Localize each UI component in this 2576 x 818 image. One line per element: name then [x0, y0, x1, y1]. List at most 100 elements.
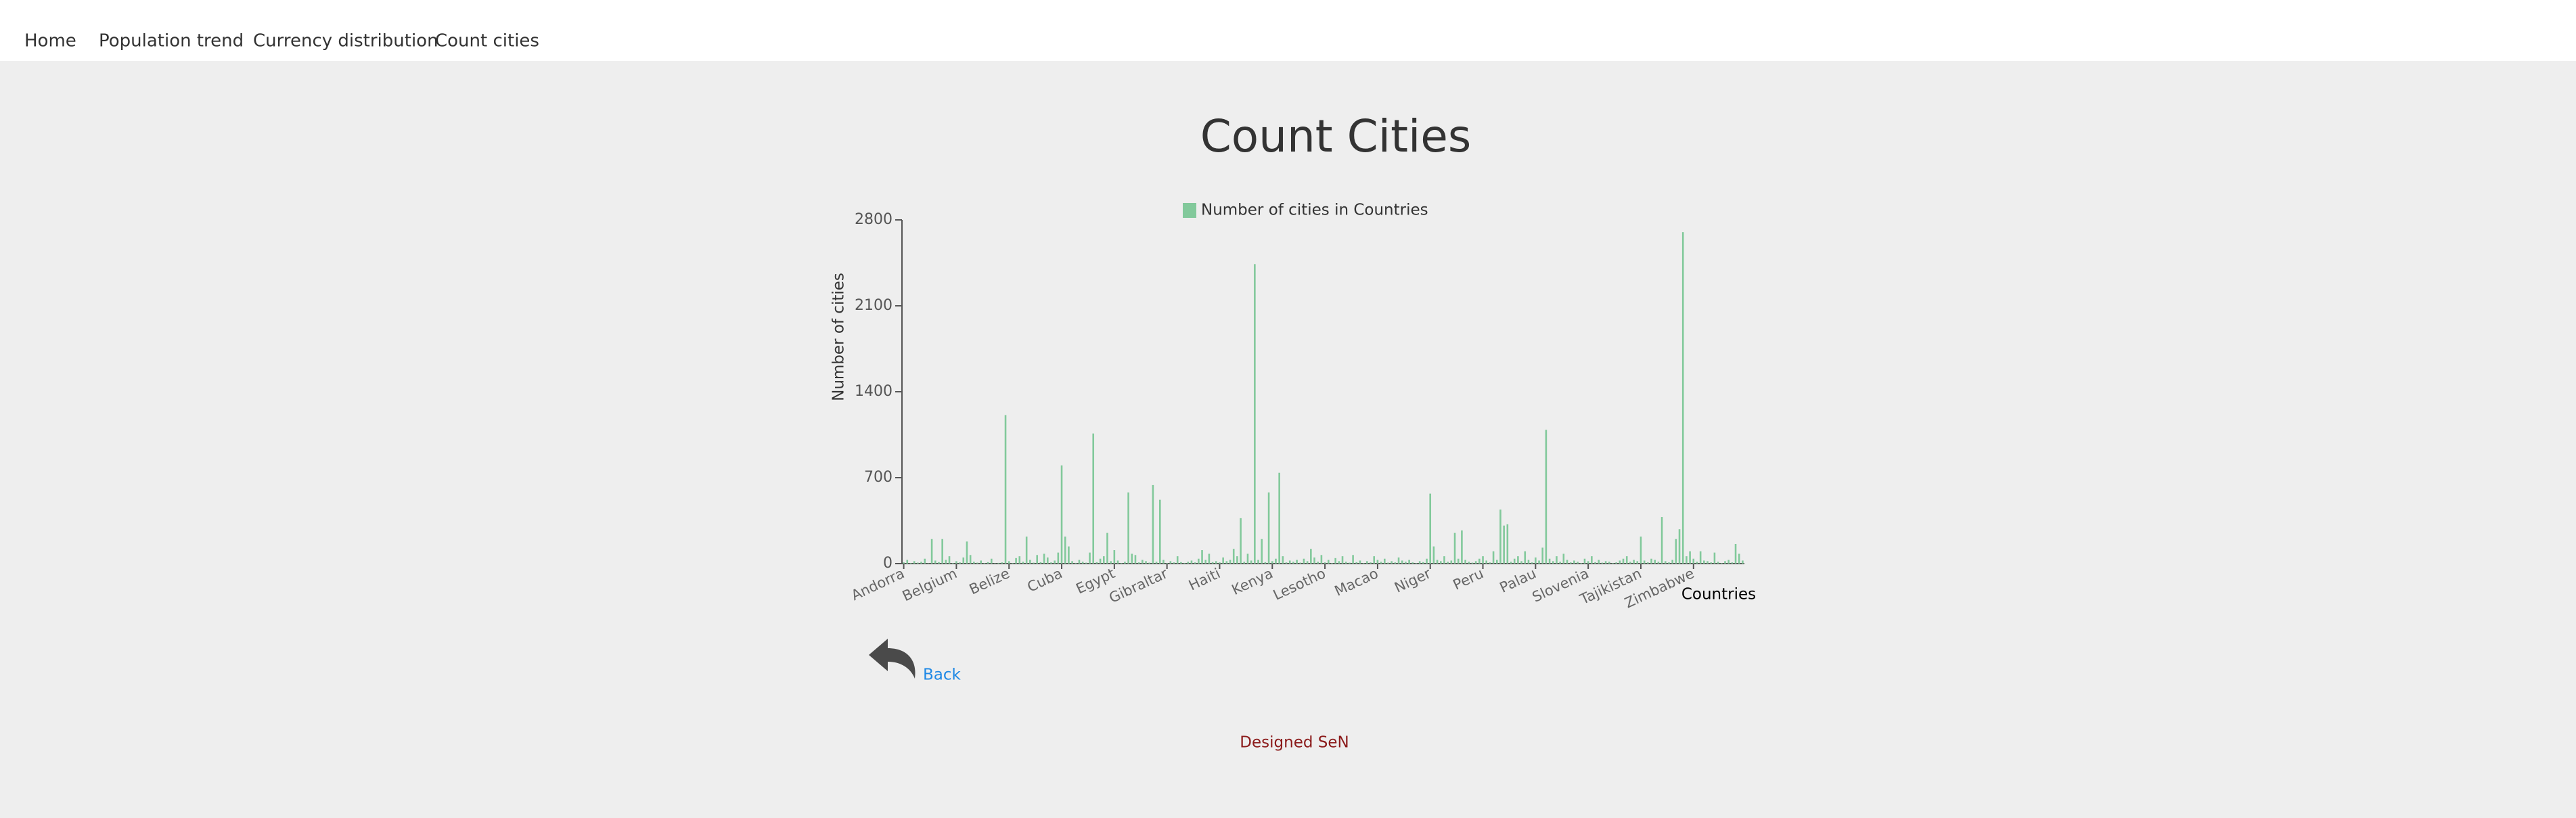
bar: [1548, 558, 1551, 564]
bar: [1180, 562, 1182, 564]
bar: [1405, 562, 1407, 564]
bar: [1664, 561, 1667, 564]
bar: [1064, 537, 1066, 564]
bar: [1439, 561, 1442, 564]
bar: [1503, 525, 1505, 564]
bar: [1678, 529, 1681, 564]
bar: [1517, 556, 1519, 564]
bar: [1556, 556, 1558, 564]
bar: [1468, 562, 1470, 564]
bar: [1426, 558, 1428, 564]
bar: [1527, 560, 1530, 564]
bar: [1397, 557, 1400, 564]
bar: [1211, 562, 1214, 564]
bar: [1591, 556, 1593, 564]
bar: [1608, 562, 1610, 564]
bar: [1598, 560, 1600, 564]
bar: [930, 539, 933, 564]
bar: [1510, 562, 1512, 564]
bar: [1060, 465, 1063, 564]
bar: [1394, 562, 1397, 564]
bar: [1303, 558, 1305, 564]
bar: [1474, 561, 1477, 564]
bar: [1324, 562, 1326, 564]
bar: [1495, 560, 1498, 564]
bar: [955, 561, 957, 564]
bar: [1134, 555, 1137, 564]
bar: [1089, 552, 1091, 564]
bar: [1145, 561, 1147, 564]
legend-swatch: [1183, 203, 1196, 218]
bar: [1008, 561, 1010, 564]
bar: [1142, 560, 1144, 564]
bar: [1686, 556, 1688, 564]
bar: [1261, 539, 1263, 564]
bar: [1215, 561, 1217, 564]
bar: [1654, 560, 1656, 564]
bar: [1243, 562, 1246, 564]
bar: [1317, 562, 1319, 564]
bar: [1359, 560, 1361, 564]
bar: [1116, 560, 1119, 564]
bar: [1310, 549, 1312, 564]
bar: [1208, 553, 1211, 564]
bar: [1022, 562, 1024, 564]
bar: [1352, 555, 1354, 564]
bar: [1724, 561, 1726, 564]
bar: [962, 557, 965, 564]
bar: [1236, 556, 1238, 564]
bar: [1535, 557, 1537, 564]
bar: [1194, 562, 1196, 564]
bar: [1383, 558, 1386, 564]
bar: [1078, 560, 1081, 564]
bar: [1131, 553, 1133, 564]
bar: [1085, 562, 1087, 564]
bar: [987, 562, 989, 564]
bar: [1566, 560, 1568, 564]
back-icon[interactable]: [869, 639, 916, 679]
bar: [941, 539, 943, 564]
bar: [1464, 560, 1466, 564]
bar: [903, 562, 905, 564]
bar: [1636, 561, 1639, 564]
bar: [1629, 562, 1631, 564]
bar: [1453, 532, 1456, 564]
bar: [1580, 563, 1583, 564]
bar: [1633, 560, 1635, 564]
bar: [1720, 563, 1723, 564]
x-tick-label: Belgium: [900, 565, 959, 604]
footer: Designed SeN: [1240, 734, 1349, 752]
y-axis-label: Number of cities: [830, 273, 848, 401]
nav-item[interactable]: Population trend: [99, 31, 244, 51]
x-tick-label: Haiti: [1186, 565, 1223, 593]
bar: [1148, 562, 1151, 564]
nav-item[interactable]: Count cities: [435, 31, 539, 51]
bar: [1692, 558, 1695, 564]
bar: [1015, 558, 1017, 564]
bar: [1176, 556, 1179, 564]
bar: [1033, 562, 1035, 564]
bar: [1152, 484, 1154, 564]
x-tick-label: Cuba: [1024, 565, 1064, 595]
bar: [1198, 558, 1200, 564]
bar: [1071, 561, 1073, 564]
bar: [1657, 562, 1660, 564]
bar: [980, 560, 982, 564]
back-link[interactable]: Back: [923, 666, 962, 684]
bar: [951, 563, 954, 564]
x-tick-label: Lesotho: [1271, 565, 1328, 604]
bar: [1415, 563, 1418, 564]
bar: [1349, 562, 1351, 564]
x-tick-label: Gibraltar: [1106, 565, 1170, 606]
bar: [1717, 562, 1719, 564]
bar: [1513, 558, 1516, 564]
bar: [1520, 561, 1522, 564]
bar: [1625, 556, 1628, 564]
bar: [1710, 562, 1713, 564]
nav-item[interactable]: Currency distribution: [253, 31, 438, 51]
nav-item[interactable]: Home: [24, 31, 76, 51]
bar: [1492, 551, 1495, 564]
bar: [1671, 560, 1673, 564]
